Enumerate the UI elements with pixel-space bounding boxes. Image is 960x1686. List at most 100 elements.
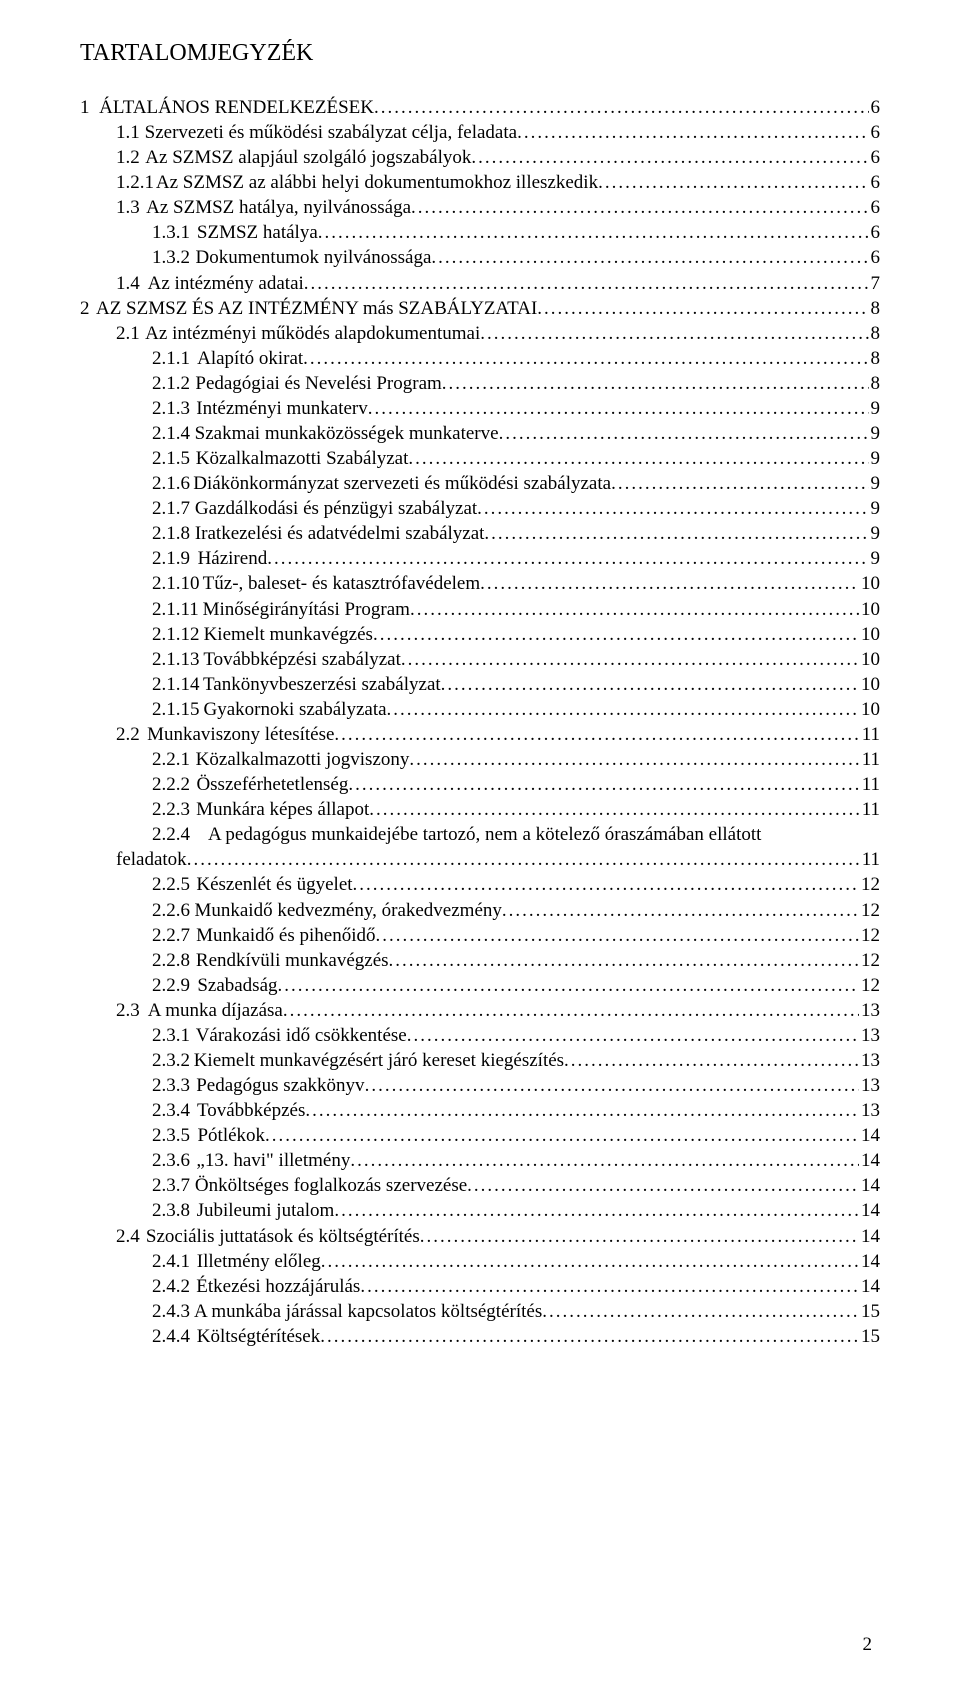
toc-entry-number: 2.4.2 [152,1274,190,1299]
toc-entry-label: Diákönkormányzat szervezeti és működési … [193,471,611,496]
toc-entry-number: 2.1.6 [152,471,190,496]
toc-entry-label: Házirend [198,546,268,571]
toc-entry-page: 9 [869,521,881,546]
toc-entry-number: 2.3.5 [152,1123,190,1148]
toc-leader-dots [353,872,859,897]
toc-entry: 2.4.4Költségtérítések15 [80,1324,880,1349]
toc-entry-page: 14 [859,1173,880,1198]
toc-entry-label: Rendkívüli munkavégzés [196,948,389,973]
toc-leader-dots [321,1249,859,1274]
toc-entry-label: AZ SZMSZ ÉS AZ INTÉZMÉNY más SZABÁLYZATA… [96,296,537,321]
toc-entry-label: Munkaviszony létesítése [147,722,334,747]
toc-entry-number: 1.2 [116,145,140,170]
document-page: TARTALOMJEGYZÉK 1ÁLTALÁNOS RENDELKEZÉSEK… [0,0,960,1686]
toc-entry-label: Közalkalmazotti Szabályzat [196,446,409,471]
toc-leader-dots [484,521,868,546]
toc-entry: 2.2.2Összeférhetetlenség11 [80,772,880,797]
toc-entry-page: 12 [859,973,880,998]
toc-entry: 2.1.3Intézményi munkaterv9 [80,396,880,421]
toc-entry-label: Illetmény előleg [197,1249,321,1274]
toc-entry: 1.3.1SZMSZ hatálya6 [80,220,880,245]
toc-entry-page: 10 [859,622,880,647]
toc-entry-number: 2.1.4 [152,421,190,446]
toc-entry-number: 2.1.3 [152,396,190,421]
toc-leader-dots [368,396,869,421]
toc-leader-dots [304,271,869,296]
toc-entry-page: 14 [859,1274,880,1299]
toc-leader-dots [477,496,868,521]
toc-leader-dots [542,1299,859,1324]
toc-entry-page: 11 [860,847,880,872]
toc-entry-number: 1.3 [116,195,140,220]
toc-entry-number: 2.1.11 [152,597,199,622]
toc-entry-label: Összeférhetetlenség [196,772,348,797]
toc-entry-number: 2.1.5 [152,446,190,471]
toc-entry: 2AZ SZMSZ ÉS AZ INTÉZMÉNY más SZABÁLYZAT… [80,296,880,321]
toc-entry-page: 10 [859,647,880,672]
toc-entry-page: 7 [869,271,881,296]
toc-leader-dots [431,245,868,270]
toc-entry-page: 14 [859,1123,880,1148]
toc-entry: 2.4Szociális juttatások és költségtéríté… [80,1224,880,1249]
toc-entry-page: 14 [859,1224,880,1249]
toc-leader-dots [303,346,868,371]
toc-entry-page: 10 [859,672,880,697]
toc-entry-number: 2.1.14 [152,672,200,697]
toc-entry-number: 2.3.1 [152,1023,190,1048]
toc-entry-number: 2.2.8 [152,948,190,973]
toc-entry-page: 9 [869,471,881,496]
toc-leader-dots [320,1324,859,1349]
toc-entry-number: 2.2.5 [152,872,190,897]
toc-entry-label: Továbbképzés [197,1098,305,1123]
toc-leader-dots [267,546,868,571]
toc-entry-label: Várakozási idő csökkentése [196,1023,407,1048]
toc-entry-page: 6 [869,195,881,220]
toc-entry-label: Az SZMSZ hatálya, nyilvánossága [146,195,411,220]
toc-entry-number: 2.1.7 [152,496,190,521]
toc-entry: 2.3.5Pótlékok14 [80,1123,880,1148]
toc-leader-dots [598,170,868,195]
toc-entry: 2.3.8Jubileumi jutalom14 [80,1198,880,1223]
toc-entry-number: 1.3.1 [152,220,190,245]
toc-leader-dots [517,120,868,145]
toc-entry-label: Jubileumi jutalom [197,1198,335,1223]
toc-entry: 2.1Az intézményi működés alapdokumentuma… [80,321,880,346]
toc-leader-dots [480,321,868,346]
toc-entry: 1.2Az SZMSZ alapjául szolgáló jogszabály… [80,145,880,170]
toc-entry: 1ÁLTALÁNOS RENDELKEZÉSEK6 [80,95,880,120]
toc-entry-page: 12 [859,923,880,948]
toc-entry-page: 6 [869,120,881,145]
toc-entry: 2.1.14Tankönyvbeszerzési szabályzat 10 [80,672,880,697]
toc-entry-label: Gazdálkodási és pénzügyi szabályzat [195,496,477,521]
toc-leader-dots [480,571,859,596]
toc-entry-label: Az intézményi működés alapdokumentumai [145,321,480,346]
toc-leader-dots [365,1073,859,1098]
toc-entry: 2.1.13Továbbképzési szabályzat10 [80,647,880,672]
toc-entry-page: 11 [860,797,880,822]
toc-entry: 2.1.11Minőségirányítási Program10 [80,597,880,622]
toc-entry-page: 13 [859,998,880,1023]
toc-entry-page: 13 [859,1098,880,1123]
toc-entry: 2.1.9Házirend9 [80,546,880,571]
toc-entry-page: 6 [869,95,881,120]
toc-entry: 2.2.5Készenlét és ügyelet12 [80,872,880,897]
toc-entry-number: 2.2.2 [152,772,190,797]
toc-entry-label: Szakmai munkaközösségek munkaterve [195,421,499,446]
toc-entry-label: Kiemelt munkavégzés [204,622,373,647]
toc-leader-dots [348,772,859,797]
toc-entry-label: Intézményi munkaterv [196,396,367,421]
toc-entry: 2.1.1Alapító okirat8 [80,346,880,371]
toc-entry-page: 6 [869,245,881,270]
toc-entry-number: 2.1.15 [152,697,200,722]
toc-entry-number: 2.1.9 [152,546,190,571]
toc-entry-number: 2.2 [116,722,140,747]
toc-leader-dots [350,1148,859,1173]
toc-entry-page: 8 [869,321,881,346]
toc-entry: 2.2.7Munkaidő és pihenőidő12 [80,923,880,948]
toc-entry-page: 14 [859,1148,880,1173]
toc-entry-page: 12 [859,898,880,923]
toc-leader-dots [408,446,868,471]
toc-entry: 2.3.2Kiemelt munkavégzésért járó kereset… [80,1048,880,1073]
toc-entry-label: Tankönyvbeszerzési szabályzat [203,672,441,697]
toc-entry-label: Minőségirányítási Program [203,597,410,622]
